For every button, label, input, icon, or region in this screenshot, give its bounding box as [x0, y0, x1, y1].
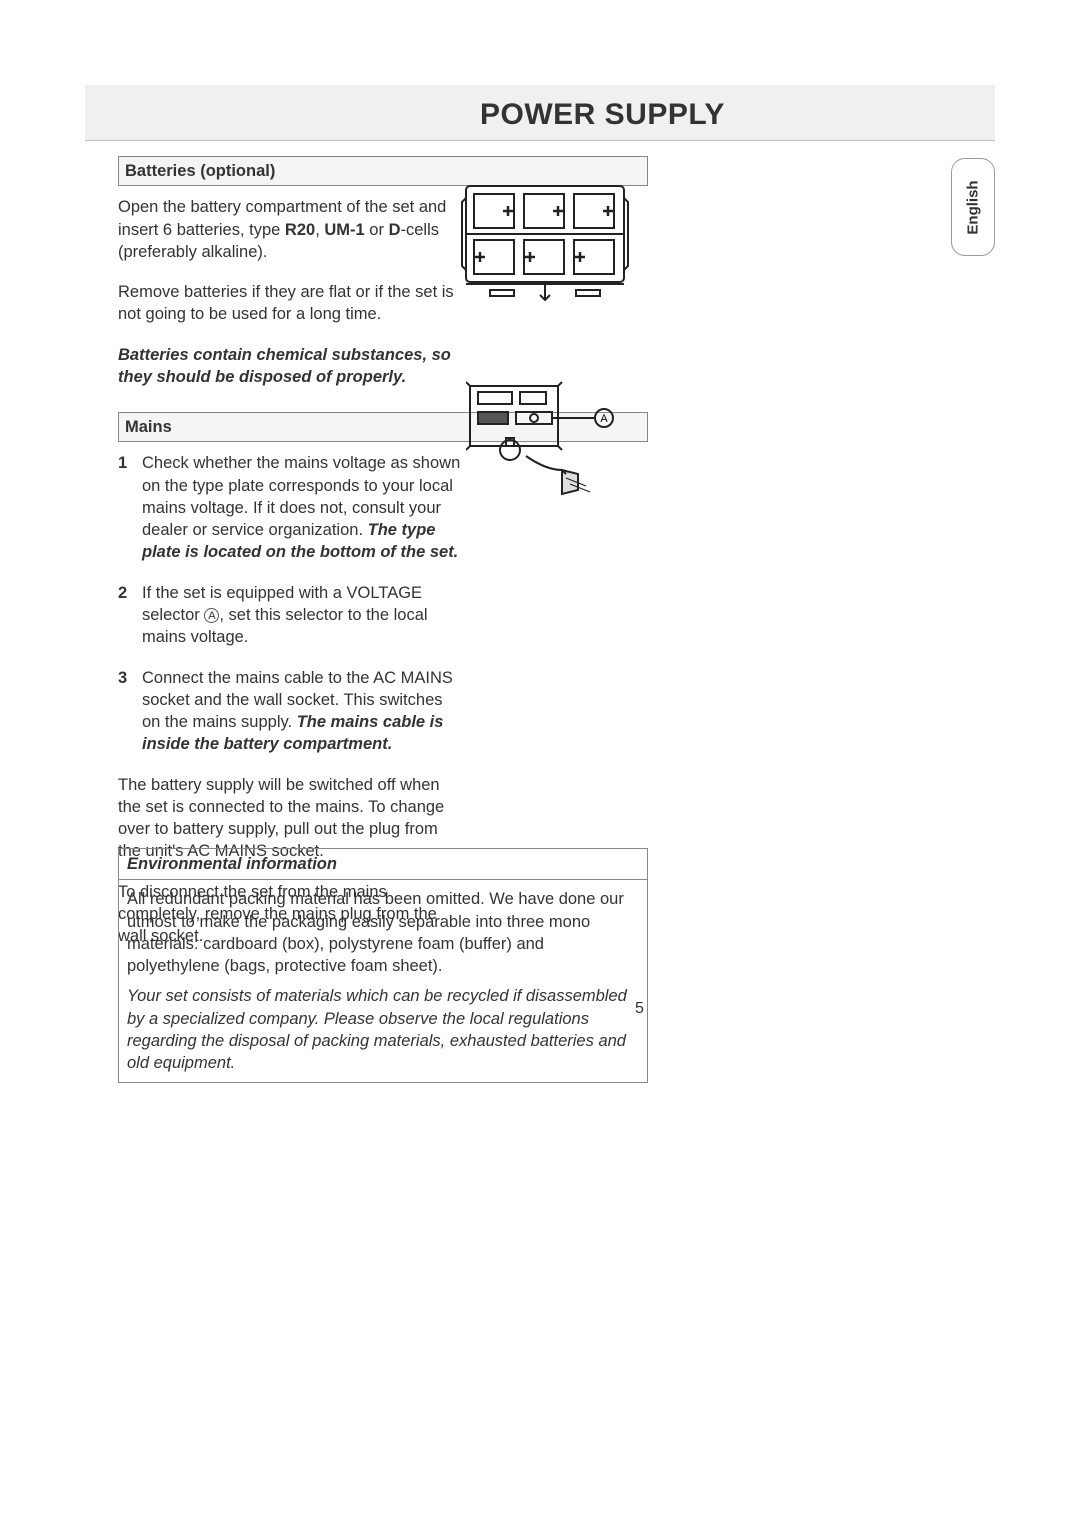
- environmental-heading: Environmental information: [119, 849, 647, 880]
- mains-item-2: 2 If the set is equipped with a VOLTAGE …: [118, 582, 464, 649]
- callout-a-icon: A: [204, 608, 219, 623]
- list-number: 1: [118, 452, 142, 563]
- environmental-box: Environmental information All redundant …: [118, 848, 648, 1083]
- list-number: 2: [118, 582, 142, 649]
- environmental-para-1: All redundant packing material has been …: [127, 888, 639, 977]
- mains-item-3: 3 Connect the mains cable to the AC MAIN…: [118, 667, 464, 756]
- list-body: Check whether the mains voltage as shown…: [142, 452, 464, 563]
- list-number: 3: [118, 667, 142, 756]
- voltage-selector-diagram: A: [466, 378, 638, 500]
- text: or: [365, 221, 389, 239]
- list-body: Connect the mains cable to the AC MAINS …: [142, 667, 464, 756]
- batteries-para-2: Remove batteries if they are flat or if …: [118, 281, 458, 326]
- text-bold: UM-1: [324, 221, 364, 239]
- page-number: 5: [635, 1000, 644, 1018]
- batteries-para-1: Open the battery compartment of the set …: [118, 196, 458, 263]
- text: ,: [315, 221, 324, 239]
- language-tab-label: English: [965, 180, 982, 234]
- mains-item-1: 1 Check whether the mains voltage as sho…: [118, 452, 464, 563]
- text-bold: D: [389, 221, 401, 239]
- list-body: If the set is equipped with a VOLTAGE se…: [142, 582, 464, 649]
- environmental-para-2: Your set consists of materials which can…: [127, 985, 639, 1074]
- callout-a-label: A: [600, 413, 608, 425]
- language-tab: English: [951, 158, 995, 256]
- batteries-para-3: Batteries contain chemical substances, s…: [118, 344, 458, 389]
- text-bold: R20: [285, 221, 315, 239]
- battery-diagram: [460, 172, 630, 307]
- page-title: POWER SUPPLY: [480, 98, 725, 132]
